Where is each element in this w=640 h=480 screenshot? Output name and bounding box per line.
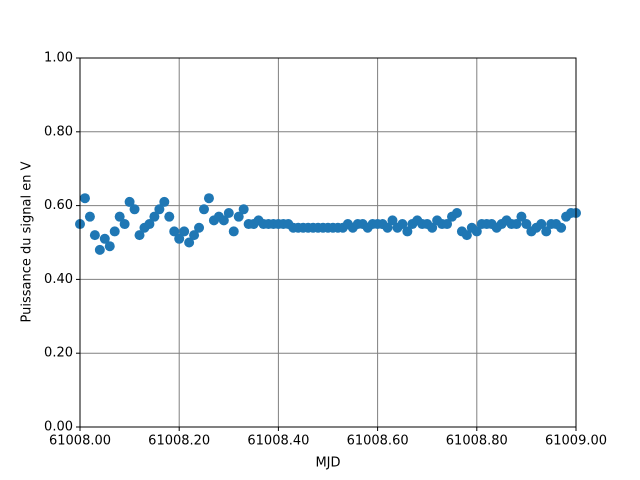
x-axis-label: MJD [315, 456, 340, 471]
axes-frame [79, 57, 577, 428]
point [427, 222, 438, 233]
point [402, 226, 413, 237]
point [238, 204, 249, 215]
y-tick-label: 1.00 [44, 51, 73, 66]
point [94, 244, 105, 255]
y-tick-label: 0.60 [44, 198, 73, 213]
point [89, 230, 100, 241]
point [189, 230, 200, 241]
x-tick-label: 61008.40 [247, 434, 309, 449]
point [397, 219, 408, 230]
point [84, 211, 95, 222]
x-tick-label: 61008.80 [446, 434, 508, 449]
marks [75, 193, 581, 255]
point [174, 233, 185, 244]
point [442, 219, 453, 230]
point [114, 211, 125, 222]
y-tick-label: 0.20 [44, 346, 73, 361]
y-tick-label: 0.40 [44, 272, 73, 287]
point [134, 230, 145, 241]
point [109, 226, 120, 237]
point [218, 215, 229, 226]
x-tick-label: 61008.00 [49, 434, 111, 449]
point [149, 211, 160, 222]
point [179, 226, 190, 237]
point [541, 226, 552, 237]
point [99, 233, 110, 244]
point [516, 211, 527, 222]
point [556, 222, 567, 233]
point [521, 219, 532, 230]
point [169, 226, 180, 237]
point [471, 226, 482, 237]
point [203, 193, 214, 204]
x-tick-label: 61008.20 [148, 434, 210, 449]
point [129, 204, 140, 215]
point [228, 226, 239, 237]
y-tick-label: 0.80 [44, 124, 73, 139]
point [511, 219, 522, 230]
point [154, 204, 165, 215]
point [387, 215, 398, 226]
point [223, 207, 234, 218]
y-tick-label: 0.00 [44, 420, 73, 435]
point [194, 222, 205, 233]
x-tick-label: 61009.00 [545, 434, 607, 449]
point [233, 211, 244, 222]
x-tick-label: 61008.60 [347, 434, 409, 449]
point [451, 207, 462, 218]
point [144, 219, 155, 230]
point [159, 196, 170, 207]
point [79, 193, 90, 204]
point [184, 237, 195, 248]
point [199, 204, 209, 215]
point [119, 219, 130, 230]
point [124, 196, 135, 207]
y-axis-label: Puissance du signal en V [20, 161, 35, 322]
point [164, 211, 175, 222]
point [104, 241, 115, 252]
point [536, 219, 547, 230]
point [382, 222, 393, 233]
point [461, 230, 472, 241]
